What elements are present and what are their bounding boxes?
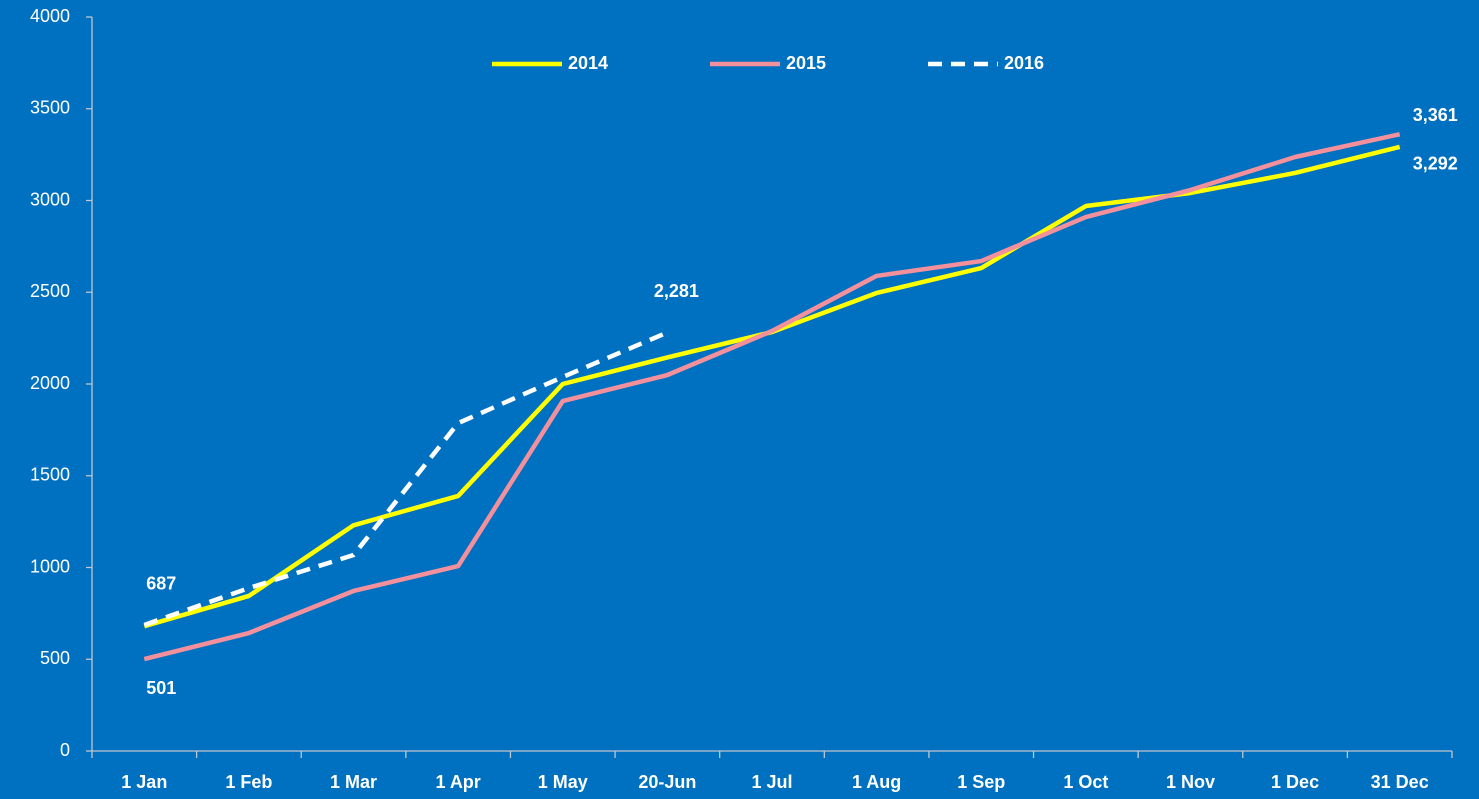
x-tick-label: 1 Nov — [1166, 772, 1215, 792]
y-tick-label: 1000 — [30, 556, 70, 576]
x-tick-label: 31 Dec — [1371, 772, 1429, 792]
x-tick-label: 20-Jun — [638, 772, 696, 792]
x-tick-label: 1 Dec — [1271, 772, 1319, 792]
data-label: 687 — [146, 574, 176, 594]
data-label: 3,361 — [1413, 105, 1458, 125]
y-tick-label: 1500 — [30, 465, 70, 485]
y-tick-label: 2500 — [30, 281, 70, 301]
series-line — [143, 132, 1401, 662]
x-tick-label: 1 Aug — [852, 772, 901, 792]
y-tick-label: 3000 — [30, 189, 70, 209]
legend-label: 2014 — [568, 53, 608, 73]
x-tick-label: 1 Mar — [330, 772, 377, 792]
y-tick-label: 3500 — [30, 98, 70, 118]
y-tick-label: 500 — [40, 648, 70, 668]
x-tick-label: 1 May — [538, 772, 588, 792]
legend-label: 2016 — [1004, 53, 1044, 73]
x-tick-label: 1 Feb — [225, 772, 272, 792]
y-tick-label: 0 — [60, 740, 70, 760]
series-line — [143, 330, 669, 628]
x-tick-label: 1 Jul — [751, 772, 792, 792]
x-tick-label: 1 Oct — [1063, 772, 1108, 792]
y-tick-label: 4000 — [30, 6, 70, 26]
x-tick-label: 1 Apr — [435, 772, 480, 792]
data-label: 3,292 — [1413, 154, 1458, 174]
legend-label: 2015 — [786, 53, 826, 73]
data-label: 501 — [146, 678, 176, 698]
x-tick-label: 1 Jan — [121, 772, 167, 792]
y-tick-label: 2000 — [30, 373, 70, 393]
x-tick-label: 1 Sep — [957, 772, 1005, 792]
data-label: 2,281 — [654, 281, 699, 301]
